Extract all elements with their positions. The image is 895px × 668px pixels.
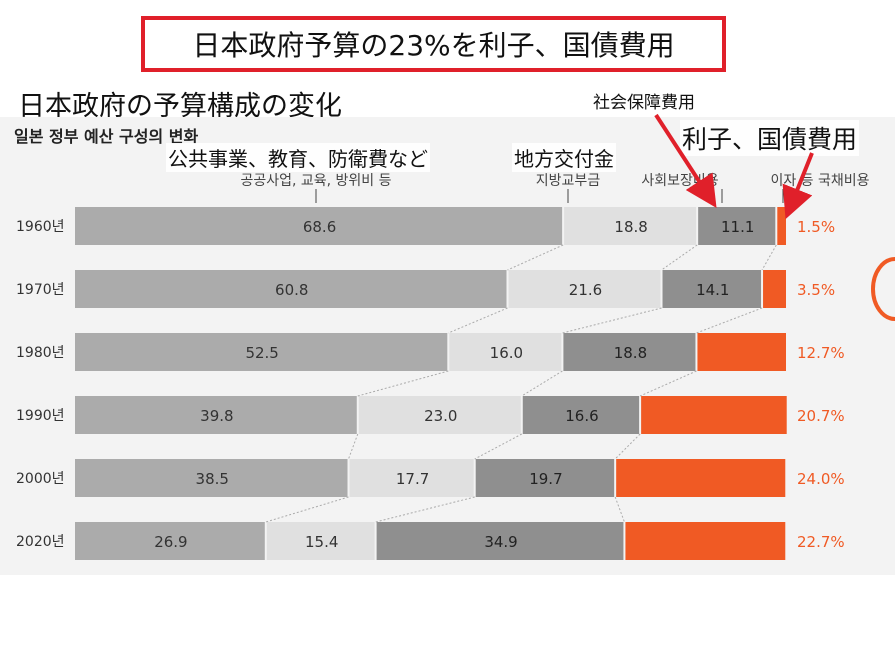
connector-line xyxy=(474,433,522,460)
legend-label-1: 지방교부금 xyxy=(536,173,601,189)
bar-value-label-0: 60.8 xyxy=(275,281,308,299)
bar-segment-2 xyxy=(698,207,776,245)
bar-segment-2 xyxy=(376,522,624,560)
category-label: 1990년 xyxy=(16,408,65,424)
bar-segment-1 xyxy=(564,207,697,245)
connector-line xyxy=(265,496,349,523)
japanese-subtitle: 日本政府の予算構成の変化 xyxy=(18,91,342,122)
bar-segment-1 xyxy=(508,270,661,308)
bar-segment-0 xyxy=(75,207,563,245)
bar-value-label-1: 15.4 xyxy=(305,533,338,551)
bar-value-label-1: 21.6 xyxy=(569,281,602,299)
bar-segment-3 xyxy=(641,396,787,434)
connector-line xyxy=(521,370,563,397)
headline-text: 日本政府予算の23%を利子、国債費用 xyxy=(192,29,675,62)
bar-value-label-2: 19.7 xyxy=(529,470,562,488)
category-label: 1970년 xyxy=(16,282,65,298)
bar-value-label-0: 68.6 xyxy=(303,218,336,236)
bar-segment-0 xyxy=(75,333,448,371)
decorative-arc xyxy=(871,257,895,321)
connector-line xyxy=(507,244,564,271)
bar-value-label-2: 11.1 xyxy=(721,218,754,236)
headline-banner: 日本政府予算の23%を利子、国債費用 xyxy=(141,16,726,72)
bar-value-label-0: 26.9 xyxy=(154,533,187,551)
bar-value-label-1: 18.8 xyxy=(614,218,647,236)
category-label: 1960년 xyxy=(16,219,65,235)
bar-value-label-1: 17.7 xyxy=(396,470,429,488)
bar-value-label-2: 14.1 xyxy=(696,281,729,299)
interest-percent-label: 22.7% xyxy=(797,533,845,551)
bar-segment-2 xyxy=(522,396,640,434)
connector-line xyxy=(761,244,777,271)
category-label: 2020년 xyxy=(16,534,65,550)
bar-segment-1 xyxy=(349,459,474,497)
bar-value-label-0: 52.5 xyxy=(245,344,278,362)
bar-segment-2 xyxy=(563,333,696,371)
bar-value-label-2: 34.9 xyxy=(484,533,517,551)
bar-segment-0 xyxy=(75,270,507,308)
bar-segment-1 xyxy=(358,396,521,434)
bar-segment-2 xyxy=(475,459,615,497)
interest-percent-label: 12.7% xyxy=(797,344,845,362)
bar-segment-0 xyxy=(75,396,357,434)
connector-line xyxy=(357,370,449,397)
connector-line xyxy=(375,496,475,523)
bar-segment-3 xyxy=(625,522,786,560)
bar-value-label-0: 38.5 xyxy=(196,470,229,488)
bar-value-label-0: 39.8 xyxy=(200,407,233,425)
bar-segment-3 xyxy=(763,270,786,308)
bar-segment-3 xyxy=(777,207,786,245)
connector-line xyxy=(348,433,359,460)
annotation-public-jp: 公共事業、教育、防衛費など xyxy=(166,143,430,172)
annotation-local-jp: 地方交付金 xyxy=(512,143,616,172)
bar-segment-3 xyxy=(697,333,786,371)
legend-label-0: 공공사업, 교육, 방위비 등 xyxy=(240,173,391,189)
annotation-social-security-jp: 社会保障費用 xyxy=(591,88,697,113)
connector-line xyxy=(696,307,763,334)
annotation-interest-jp: 利子、国債費用 xyxy=(680,120,860,156)
bar-value-label-1: 23.0 xyxy=(424,407,457,425)
bar-segment-1 xyxy=(266,522,375,560)
connector-line xyxy=(639,370,697,397)
bar-segment-1 xyxy=(449,333,562,371)
interest-percent-label: 1.5% xyxy=(797,218,835,236)
bar-segment-0 xyxy=(75,522,265,560)
category-label: 1980년 xyxy=(16,345,65,361)
connector-line xyxy=(448,307,508,334)
legend-label-2: 사회보장비용 xyxy=(641,173,718,189)
interest-percent-label: 24.0% xyxy=(797,470,845,488)
legend-label-3: 이자 등 국채비용 xyxy=(770,173,869,189)
bar-value-label-1: 16.0 xyxy=(490,344,523,362)
bar-segment-3 xyxy=(616,459,786,497)
category-label: 2000년 xyxy=(16,471,65,487)
chart-title: 일본 정부 예산 구성의 변화 xyxy=(14,127,198,146)
connector-line xyxy=(614,433,641,460)
bar-value-label-2: 18.8 xyxy=(614,344,647,362)
interest-percent-label: 3.5% xyxy=(797,281,835,299)
bar-segment-2 xyxy=(662,270,762,308)
connector-line xyxy=(562,307,662,334)
connector-line xyxy=(661,244,698,271)
interest-percent-label: 20.7% xyxy=(797,407,845,425)
connector-line xyxy=(614,496,625,523)
bar-value-label-2: 16.6 xyxy=(565,407,598,425)
bar-segment-0 xyxy=(75,459,348,497)
